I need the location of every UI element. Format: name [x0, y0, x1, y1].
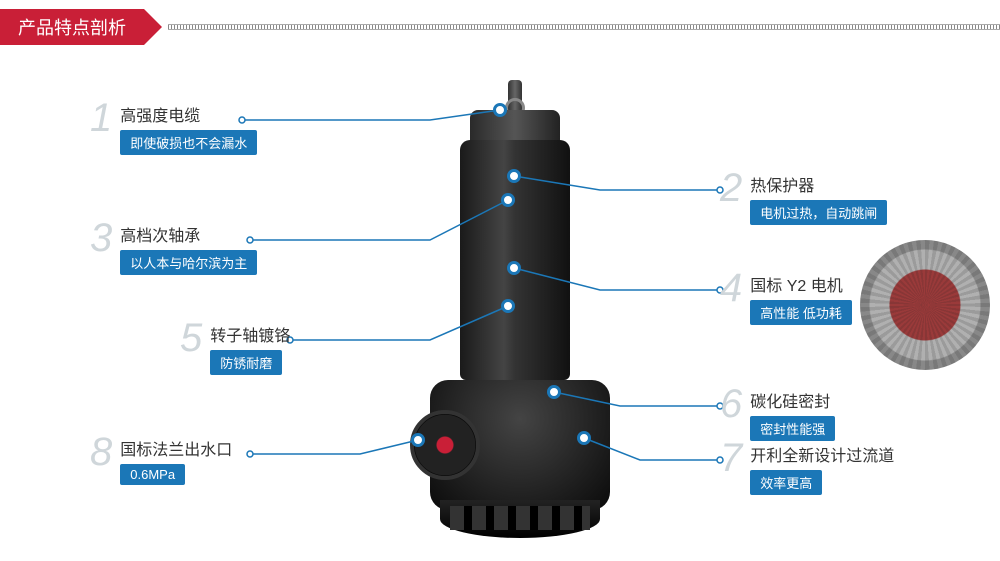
callout-number: 1 — [90, 98, 112, 138]
feature-dot-4 — [507, 261, 521, 275]
section-header: 产品特点剖析 — [0, 8, 1000, 46]
callout-title: 国标 Y2 电机 — [750, 272, 852, 296]
callout-title: 热保护器 — [750, 172, 887, 196]
pump-foot — [440, 500, 600, 538]
feature-dot-7 — [577, 431, 591, 445]
feature-dot-8 — [411, 433, 425, 447]
callout-badge: 0.6MPa — [120, 464, 185, 485]
header-divider — [168, 24, 1000, 30]
callout-badge: 以人本与哈尔滨为主 — [120, 250, 257, 275]
callout-title: 高强度电缆 — [120, 102, 257, 126]
feature-dot-3 — [501, 193, 515, 207]
callout-7: 7 开利全新设计过流道效率更高 — [720, 438, 894, 495]
header-tab: 产品特点剖析 — [0, 9, 144, 45]
callout-8: 8 国标法兰出水口 0.6MPa — [90, 432, 232, 485]
callout-number: 3 — [90, 218, 112, 258]
callout-number: 8 — [90, 432, 112, 472]
feature-dot-6 — [547, 385, 561, 399]
callout-2: 2 热保护器电机过热，自动跳闸 — [720, 168, 887, 225]
callout-number: 5 — [180, 318, 202, 358]
motor-inset-image — [860, 240, 990, 370]
callout-1: 1 高强度电缆即使破损也不会漏水 — [90, 98, 257, 155]
feature-dot-5 — [501, 299, 515, 313]
callout-badge: 电机过热，自动跳闸 — [750, 200, 887, 225]
callout-title: 开利全新设计过流道 — [750, 442, 894, 466]
callout-5: 5 转子轴镀铬防锈耐磨 — [180, 318, 290, 375]
callout-number: 4 — [720, 268, 742, 308]
callout-title: 国标法兰出水口 — [120, 436, 232, 460]
callout-badge: 效率更高 — [750, 470, 822, 495]
callout-6: 6碳化硅密封密封性能强 — [720, 384, 835, 441]
feature-dot-1 — [493, 103, 507, 117]
callout-number: 7 — [720, 438, 742, 478]
callout-number: 6 — [720, 384, 742, 424]
callout-title: 转子轴镀铬 — [210, 322, 290, 346]
callout-number: 2 — [720, 168, 742, 208]
callout-badge: 即使破损也不会漏水 — [120, 130, 257, 155]
callout-3: 3 高档次轴承以人本与哈尔滨为主 — [90, 218, 257, 275]
callout-title: 高档次轴承 — [120, 222, 257, 246]
callout-badge: 高性能 低功耗 — [750, 300, 852, 325]
feature-dot-2 — [507, 169, 521, 183]
callout-4: 4 国标 Y2 电机高性能 低功耗 — [720, 268, 852, 325]
callout-badge: 防锈耐磨 — [210, 350, 282, 375]
callout-title: 碳化硅密封 — [750, 388, 835, 412]
